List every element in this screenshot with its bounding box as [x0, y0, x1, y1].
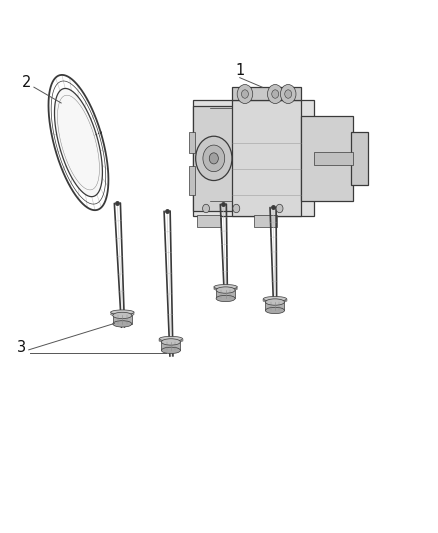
Ellipse shape — [159, 336, 183, 341]
Polygon shape — [54, 88, 102, 197]
Ellipse shape — [214, 287, 237, 291]
Ellipse shape — [265, 299, 284, 305]
Ellipse shape — [265, 308, 284, 313]
Ellipse shape — [214, 285, 237, 289]
FancyBboxPatch shape — [193, 100, 314, 216]
Circle shape — [280, 85, 296, 103]
FancyBboxPatch shape — [351, 132, 368, 185]
Bar — [113, 316, 132, 324]
Ellipse shape — [161, 347, 180, 353]
Ellipse shape — [113, 312, 132, 319]
FancyBboxPatch shape — [193, 106, 234, 211]
Circle shape — [276, 204, 283, 213]
FancyBboxPatch shape — [189, 166, 195, 195]
FancyBboxPatch shape — [198, 215, 221, 227]
Circle shape — [203, 145, 225, 172]
Circle shape — [285, 90, 292, 98]
Ellipse shape — [159, 339, 183, 343]
Bar — [216, 290, 235, 298]
Text: 2: 2 — [22, 75, 31, 90]
Circle shape — [233, 204, 240, 213]
Circle shape — [202, 204, 209, 213]
FancyBboxPatch shape — [232, 87, 301, 100]
Circle shape — [196, 136, 232, 181]
FancyBboxPatch shape — [232, 100, 301, 216]
FancyBboxPatch shape — [254, 215, 277, 227]
Circle shape — [237, 85, 253, 103]
Ellipse shape — [263, 299, 286, 303]
Ellipse shape — [263, 296, 286, 301]
Ellipse shape — [111, 312, 134, 316]
Circle shape — [209, 153, 219, 164]
Text: 1: 1 — [235, 63, 244, 78]
Circle shape — [272, 90, 279, 98]
Ellipse shape — [216, 287, 235, 293]
FancyBboxPatch shape — [314, 152, 353, 165]
FancyBboxPatch shape — [189, 132, 195, 153]
Bar — [161, 342, 180, 350]
Text: 3: 3 — [17, 340, 26, 355]
Ellipse shape — [161, 339, 180, 345]
Ellipse shape — [111, 310, 134, 314]
Ellipse shape — [113, 321, 132, 327]
Ellipse shape — [216, 295, 235, 302]
Circle shape — [268, 85, 283, 103]
Bar — [265, 302, 284, 310]
Circle shape — [241, 90, 248, 98]
FancyBboxPatch shape — [301, 116, 353, 200]
